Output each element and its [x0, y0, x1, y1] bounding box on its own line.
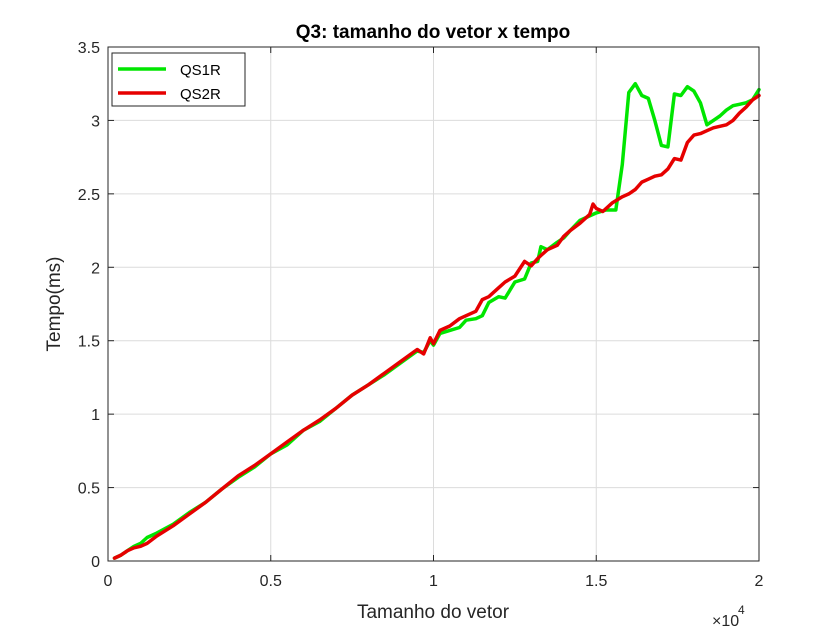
- y-tick-label: 0: [91, 554, 100, 571]
- y-tick-label: 3.5: [78, 40, 100, 57]
- series-line-qs2r: [112, 93, 761, 560]
- series-layer: [112, 81, 761, 560]
- x-exponent-power: 4: [738, 603, 745, 617]
- x-exponent: ×10 4: [712, 603, 745, 630]
- y-tick-label: 0.5: [78, 481, 100, 498]
- x-tick-label: 0: [104, 573, 113, 590]
- x-tick-label: 2: [755, 573, 764, 590]
- ticks: 0 0.5 1 1.5 2 0 0.5 1 1.5 2 2.5 3 3.5: [78, 40, 764, 590]
- grid: [107, 46, 760, 562]
- y-tick-label: 2.5: [78, 187, 100, 204]
- x-tick-label: 1.5: [585, 573, 607, 590]
- x-tick-label: 1: [429, 573, 438, 590]
- x-axis-label: Tamanho do vetor: [357, 602, 510, 623]
- chart-title: Q3: tamanho do vetor x tempo: [296, 22, 570, 43]
- legend-box: [111, 52, 246, 107]
- y-tick-label: 1: [91, 407, 100, 424]
- y-tick-label: 2: [91, 260, 100, 277]
- legend-label-qs1r: QS1R: [180, 62, 221, 79]
- legend-label-qs2r: QS2R: [180, 86, 221, 103]
- x-tick-label: 0.5: [260, 573, 282, 590]
- y-tick-label: 1.5: [78, 334, 100, 351]
- legend: QS1R QS2R: [111, 52, 246, 107]
- x-exponent-base: ×10: [712, 613, 739, 630]
- y-tick-label: 3: [91, 113, 100, 130]
- y-axis-label: Tempo(ms): [44, 256, 65, 351]
